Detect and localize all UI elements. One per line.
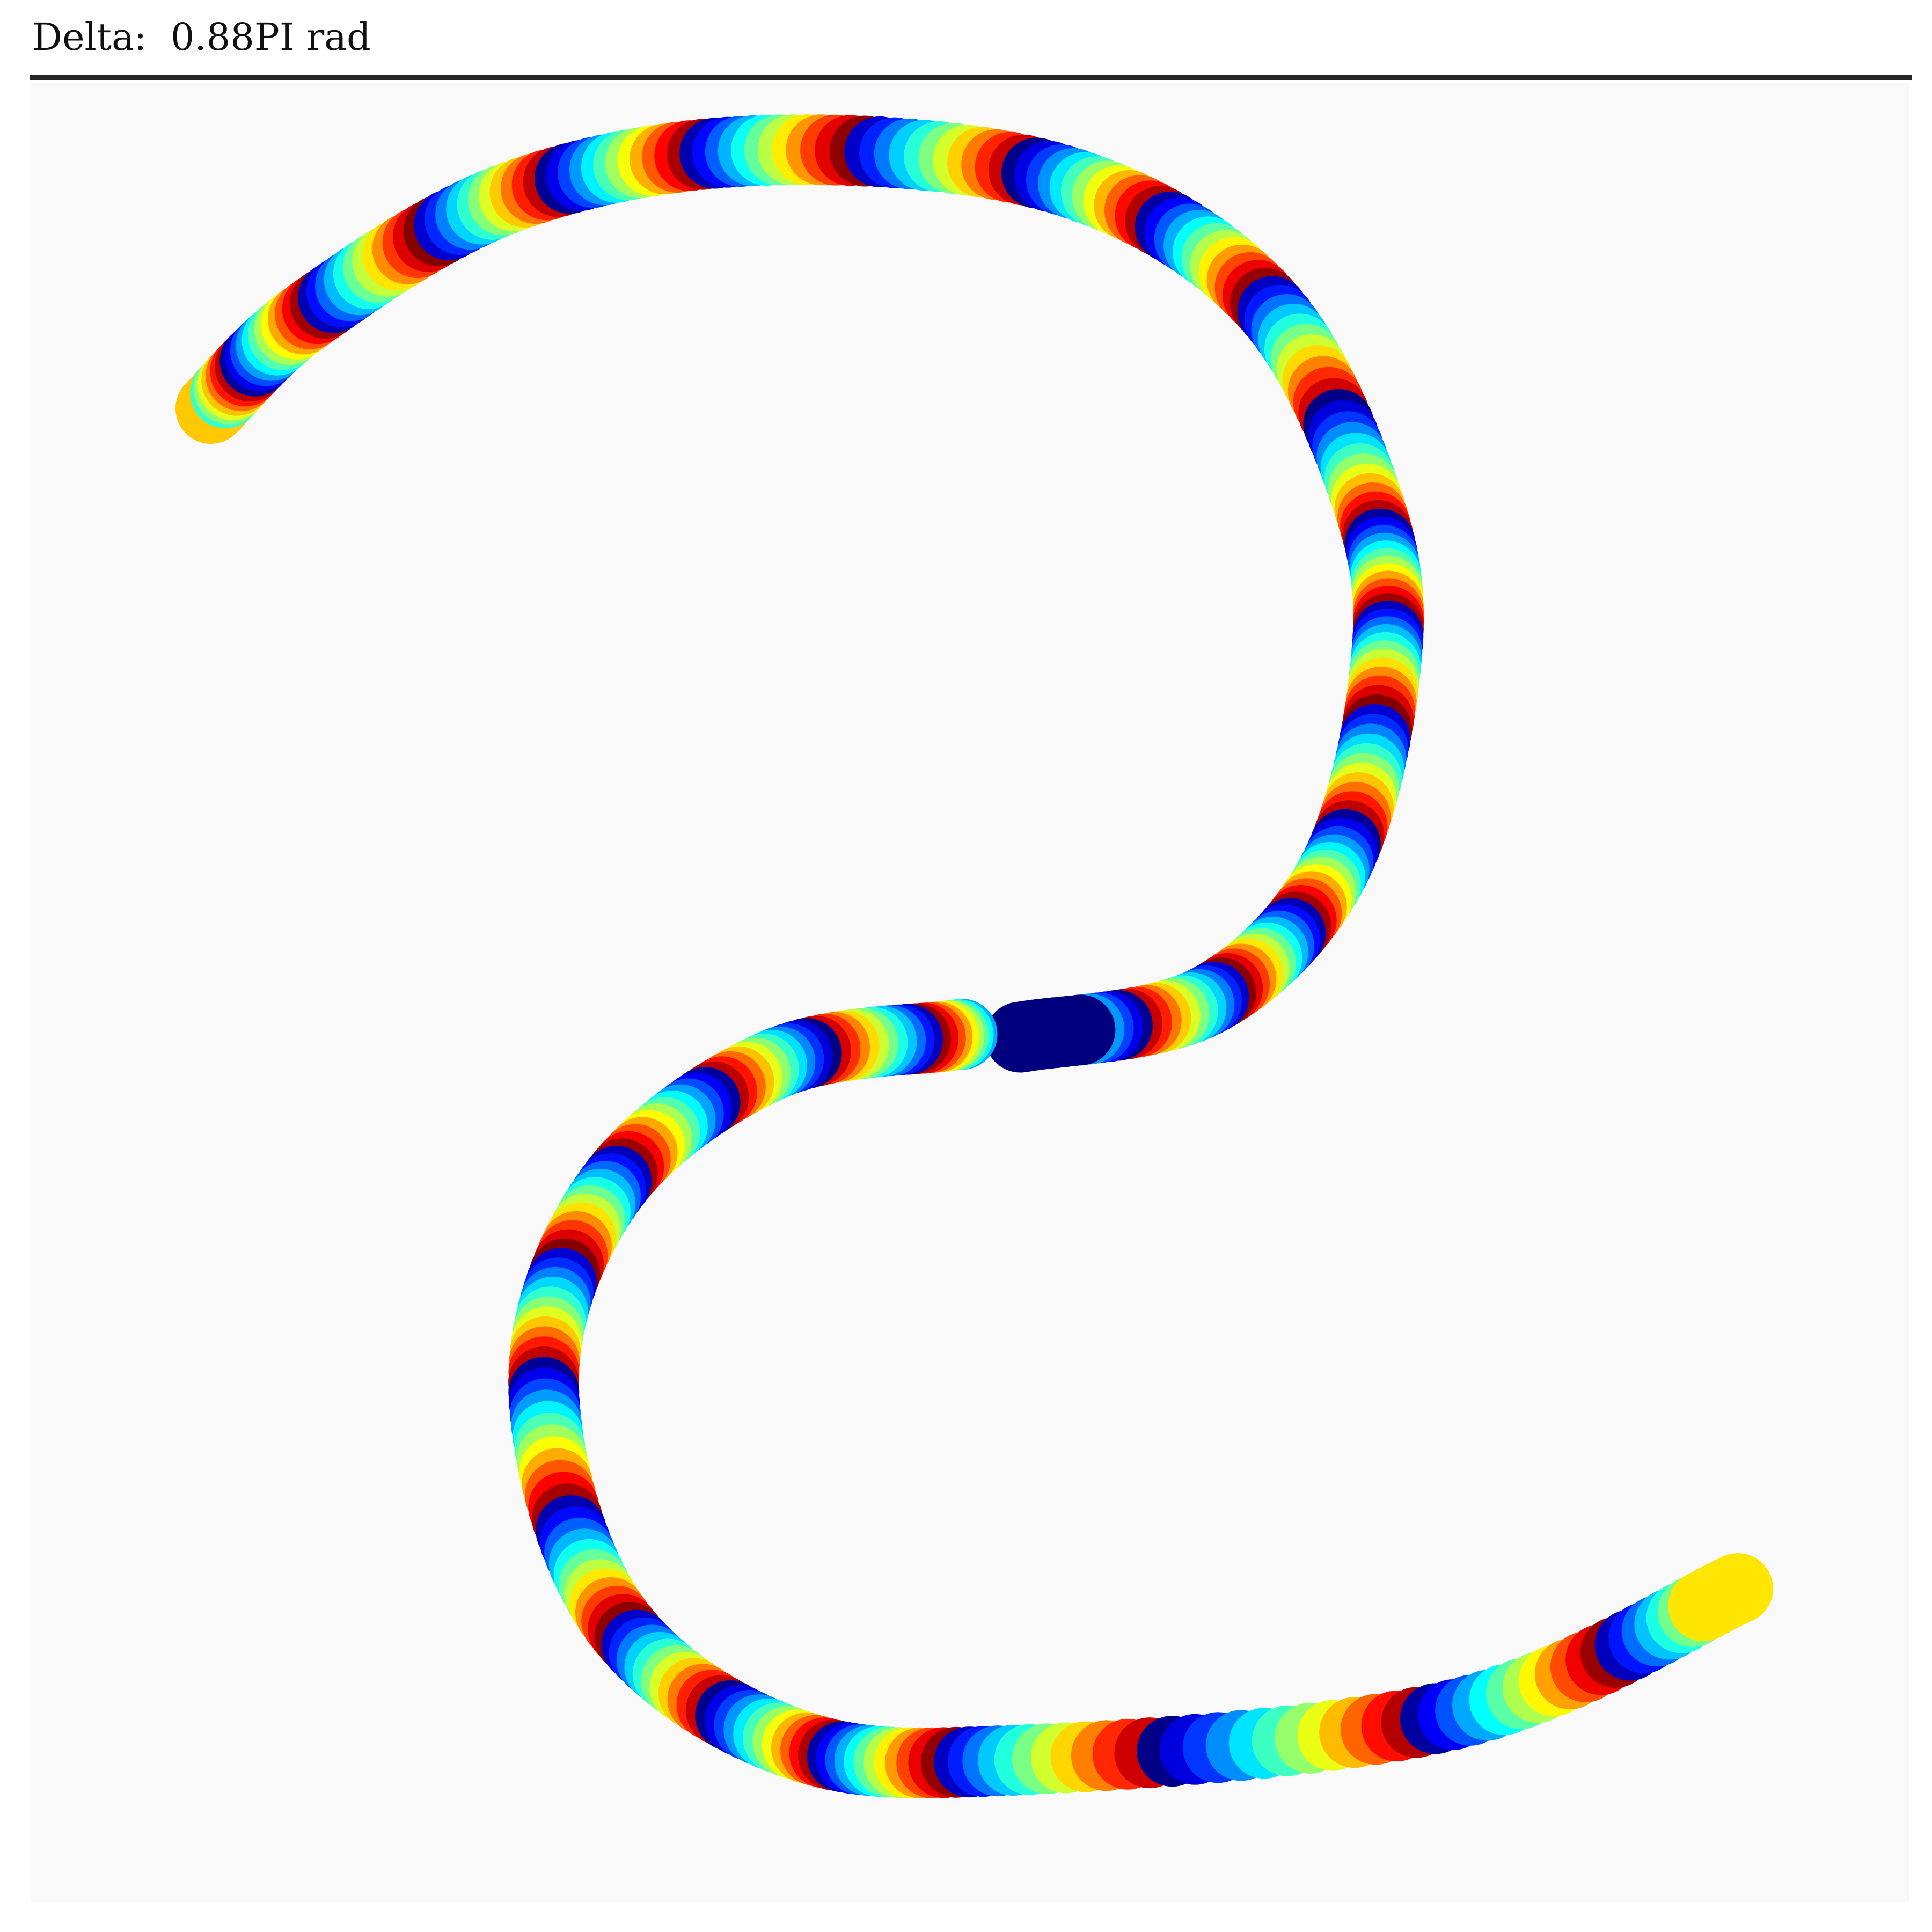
chart-title: Delta: 0.88PI rad	[32, 15, 371, 59]
scatter-point	[1702, 1553, 1773, 1624]
plot-area	[31, 83, 1909, 1902]
scatter-points	[175, 114, 1773, 1798]
scatter-point	[985, 1001, 1056, 1073]
title-underline	[30, 75, 1912, 80]
plot-background	[31, 83, 1909, 1902]
